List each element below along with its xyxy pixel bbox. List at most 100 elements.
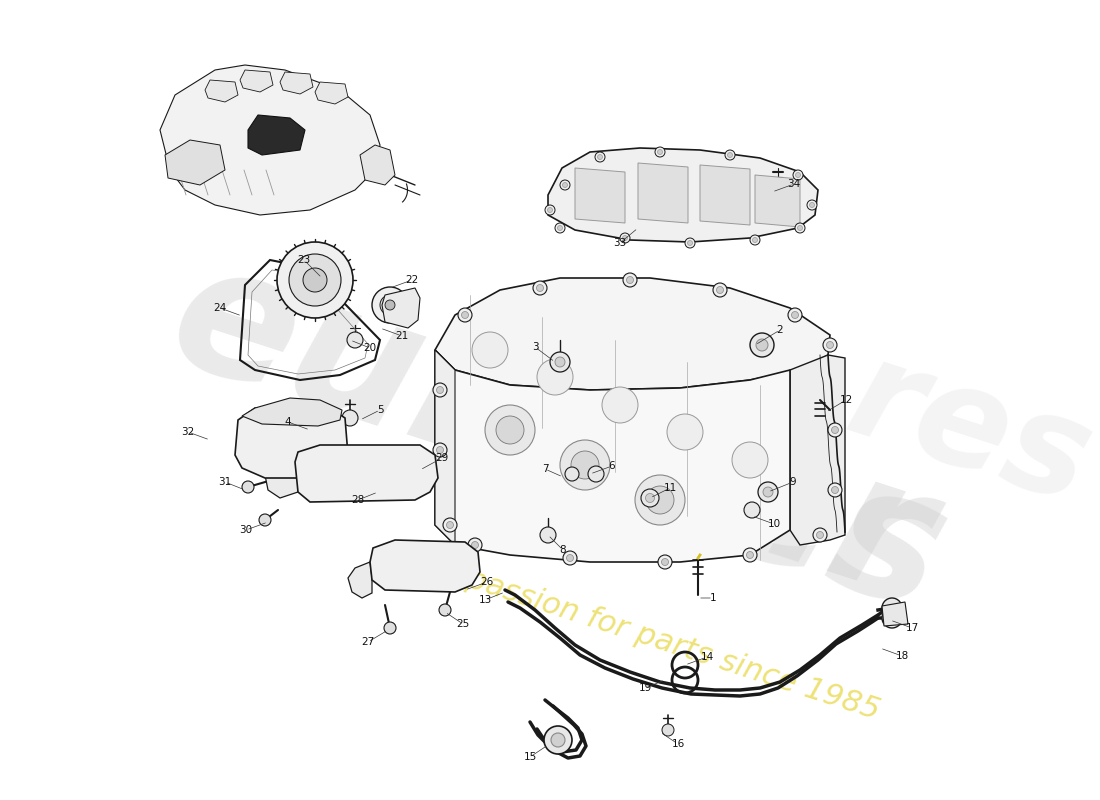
Circle shape	[317, 459, 343, 485]
Text: 33: 33	[614, 238, 627, 248]
Circle shape	[826, 342, 834, 349]
Text: 1: 1	[710, 593, 716, 603]
Circle shape	[324, 466, 336, 478]
Circle shape	[641, 489, 659, 507]
Circle shape	[372, 287, 408, 323]
Polygon shape	[240, 70, 273, 92]
Polygon shape	[434, 278, 830, 390]
Circle shape	[756, 339, 768, 351]
Text: 2: 2	[777, 325, 783, 335]
Circle shape	[646, 494, 654, 502]
Circle shape	[716, 286, 724, 294]
Circle shape	[551, 733, 565, 747]
Circle shape	[544, 205, 556, 215]
Circle shape	[758, 482, 778, 502]
Circle shape	[379, 546, 420, 586]
Text: 34: 34	[788, 179, 801, 189]
Circle shape	[395, 561, 405, 571]
Text: 19: 19	[638, 683, 651, 693]
Circle shape	[792, 311, 799, 318]
Polygon shape	[235, 408, 348, 478]
Circle shape	[742, 548, 757, 562]
Text: 31: 31	[219, 477, 232, 487]
Circle shape	[810, 202, 814, 207]
Circle shape	[550, 352, 570, 372]
Text: 21: 21	[395, 331, 408, 341]
Circle shape	[433, 383, 447, 397]
Circle shape	[289, 254, 341, 306]
Polygon shape	[755, 175, 800, 227]
Text: 15: 15	[524, 752, 537, 762]
Circle shape	[623, 273, 637, 287]
Text: 5: 5	[376, 405, 383, 415]
Circle shape	[565, 467, 579, 481]
Polygon shape	[205, 80, 238, 102]
Circle shape	[443, 561, 453, 571]
Circle shape	[308, 450, 352, 494]
Circle shape	[563, 551, 578, 565]
Circle shape	[379, 295, 400, 315]
Text: 26: 26	[481, 577, 494, 587]
Circle shape	[258, 514, 271, 526]
Circle shape	[807, 200, 817, 210]
Circle shape	[388, 554, 412, 578]
Circle shape	[300, 402, 320, 422]
Polygon shape	[360, 145, 395, 185]
Text: 16: 16	[671, 739, 684, 749]
Circle shape	[305, 407, 315, 417]
Circle shape	[472, 542, 478, 549]
Circle shape	[377, 459, 403, 485]
Text: 17: 17	[905, 623, 918, 633]
Circle shape	[798, 226, 803, 230]
Circle shape	[439, 604, 451, 616]
Polygon shape	[280, 72, 314, 94]
Circle shape	[727, 153, 733, 158]
Circle shape	[597, 154, 603, 159]
Circle shape	[602, 387, 638, 423]
Text: 28: 28	[351, 495, 364, 505]
Circle shape	[384, 622, 396, 634]
Circle shape	[646, 486, 674, 514]
Circle shape	[661, 558, 669, 566]
Circle shape	[443, 518, 456, 532]
Circle shape	[472, 332, 508, 368]
Circle shape	[750, 235, 760, 245]
Text: es: es	[694, 411, 967, 649]
Circle shape	[436, 554, 460, 578]
Polygon shape	[434, 350, 790, 562]
Circle shape	[428, 546, 468, 586]
Circle shape	[588, 466, 604, 482]
Polygon shape	[315, 82, 348, 104]
Circle shape	[795, 223, 805, 233]
Polygon shape	[638, 163, 688, 223]
Circle shape	[823, 338, 837, 352]
Text: 3: 3	[531, 342, 538, 352]
Circle shape	[280, 425, 302, 447]
Text: 20: 20	[363, 343, 376, 353]
Text: 22: 22	[406, 275, 419, 285]
Circle shape	[828, 423, 842, 437]
Circle shape	[654, 147, 666, 157]
Text: 4: 4	[285, 417, 292, 427]
Text: 14: 14	[701, 652, 714, 662]
Circle shape	[548, 207, 552, 213]
Text: a passion for parts since 1985: a passion for parts since 1985	[437, 555, 883, 725]
Circle shape	[556, 223, 565, 233]
Circle shape	[832, 426, 838, 434]
Text: 24: 24	[213, 303, 227, 313]
Circle shape	[560, 440, 610, 490]
Polygon shape	[248, 115, 305, 155]
Text: 11: 11	[663, 483, 676, 493]
Circle shape	[732, 442, 768, 478]
Polygon shape	[882, 602, 908, 626]
Circle shape	[534, 281, 547, 295]
Text: res: res	[833, 328, 1100, 532]
Polygon shape	[265, 462, 298, 498]
Circle shape	[560, 180, 570, 190]
Circle shape	[832, 486, 838, 494]
Circle shape	[556, 357, 565, 367]
Circle shape	[342, 410, 358, 426]
Circle shape	[540, 527, 556, 543]
Circle shape	[882, 598, 902, 618]
Text: 8: 8	[560, 545, 566, 555]
